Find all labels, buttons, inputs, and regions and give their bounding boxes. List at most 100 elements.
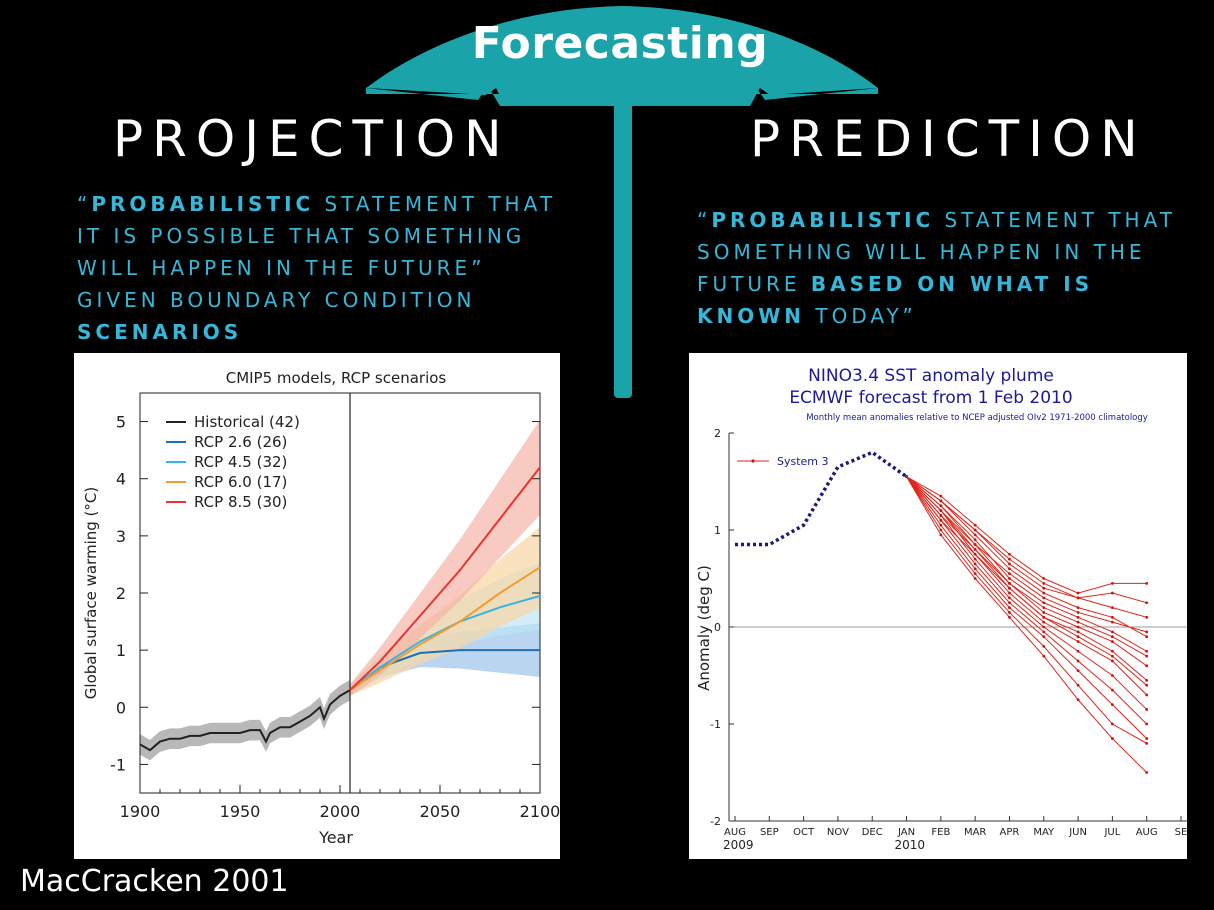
uncertainty-band [350,419,540,696]
y-tick-label: 5 [116,413,126,432]
ensemble-point [1008,557,1011,561]
emphasis-probabilistic: PROBABILISTIC [91,192,315,216]
uncertainty-band [350,623,540,696]
legend-label: RCP 4.5 (32) [194,453,287,471]
ensemble-point [1145,722,1149,726]
x-tick-label: DEC [862,827,883,838]
ensemble-point [1110,674,1114,677]
x-tick-label: APR [1000,827,1020,838]
ensemble-point [1145,635,1149,639]
ensemble-member-line [906,476,1147,652]
ensemble-point [939,494,943,498]
y-tick-label: 0 [714,621,721,634]
ensemble-member-line [906,476,1148,696]
ensemble-member-line [906,476,1147,657]
ensemble-point [1008,572,1011,576]
x-tick-label: MAY [1033,827,1055,838]
ensemble-point [1076,630,1080,634]
ensemble-point [1145,601,1149,605]
x-tick-label: 2000 [320,802,361,821]
ensemble-point [1042,586,1046,590]
chart-title: CMIP5 models, RCP scenarios [226,369,447,387]
ensemble-member-line [906,476,1148,686]
ensemble-point [1042,645,1046,648]
ensemble-member-line [906,476,1147,604]
series-line [349,594,541,691]
ensemble-point [1110,654,1114,658]
ensemble-point [1042,654,1046,658]
emphasis-scenarios: SCENARIOS [77,320,243,344]
ensemble-point [973,543,977,546]
nino-chart-panel: NINO3.4 SST anomaly plume ECMWF forecast … [689,353,1187,859]
y-tick-label: -2 [710,815,721,828]
ensemble-point [939,499,943,503]
ensemble-point [1110,649,1114,653]
x-tick-label: JAN [897,827,915,838]
ensemble-point [1042,591,1046,595]
emphasis-based-on-known: BASED ON WHAT IS KNOWN [697,272,1094,328]
chart-subtitle: ECMWF forecast from 1 Feb 2010 [789,388,1072,408]
ensemble-point [1110,688,1114,692]
chart-title: NINO3.4 SST anomaly plume [808,366,1054,386]
y-axis-label: Global surface warming (°C) [82,487,100,699]
y-tick-label: 1 [116,641,126,660]
ensemble-point [973,533,977,537]
y-axis-label: Anomaly (deg C) [695,565,713,691]
y-tick-label: 3 [116,527,126,546]
ensemble-point [973,562,977,566]
series-line [349,466,541,691]
y-tick-label: 2 [714,427,721,440]
ensemble-point [1076,620,1080,624]
umbrella-canopy-edge [366,86,878,106]
legend-marker [751,459,755,463]
x-tick-label: SE [1175,827,1187,838]
ensemble-point [1042,630,1046,634]
definition-text: STATEMENT THAT IT IS POSSIBLE THAT SOMET… [77,192,556,312]
ensemble-point [1042,625,1046,629]
x-tick-label: 2100 [520,802,560,821]
citation: MacCracken 2001 [20,864,289,899]
ensemble-point [1110,640,1114,643]
ensemble-point [939,528,943,532]
ensemble-point [1110,659,1114,663]
chart-note: Monthly mean anomalies relative to NCEP … [806,413,1148,423]
ensemble-point [973,577,977,580]
ensemble-point [1110,630,1114,634]
ensemble-point [1145,654,1149,658]
ensemble-point [1076,669,1080,673]
ensemble-point [1008,581,1011,585]
ensemble-point [973,567,977,571]
legend-label: RCP 6.0 (17) [194,473,287,491]
umbrella-title: Forecasting [471,18,769,69]
ensemble-point [1145,683,1149,687]
ensemble-point [1076,625,1080,629]
ensemble-point [973,552,977,556]
legend-label: RCP 8.5 (30) [194,493,287,511]
ensemble-point [1145,630,1149,634]
ensemble-point [1008,591,1011,595]
x-tick-label: 1900 [120,802,161,821]
ensemble-point [1042,596,1046,600]
cmip5-chart: CMIP5 models, RCP scenarios 1900 1950 2000 2… [82,369,560,847]
quote-mark: “ [697,208,712,232]
legend-label: Historical (42) [194,413,300,431]
x-tick-label: NOV [827,827,849,838]
x-tick-label: OCT [793,827,815,838]
ensemble-point [1008,601,1011,605]
x-tick-label: MAR [964,827,986,838]
year-label: 2010 [895,838,926,852]
ensemble-point [1110,591,1114,595]
ensemble-point [1076,591,1080,595]
ensemble-point [1008,562,1011,566]
ensemble-member-line [906,476,1148,725]
legend-label: System 3 [777,455,829,468]
ensemble-point [1042,611,1046,614]
ensemble-point [973,538,977,542]
ensemble-point [1008,552,1011,556]
y-tick-label: 1 [714,524,721,537]
ensemble-point [973,548,977,551]
ensemble-point [973,557,977,561]
x-tick-label: AUG [724,827,746,838]
ensemble-point [973,523,977,527]
ensemble-point [1110,615,1114,619]
